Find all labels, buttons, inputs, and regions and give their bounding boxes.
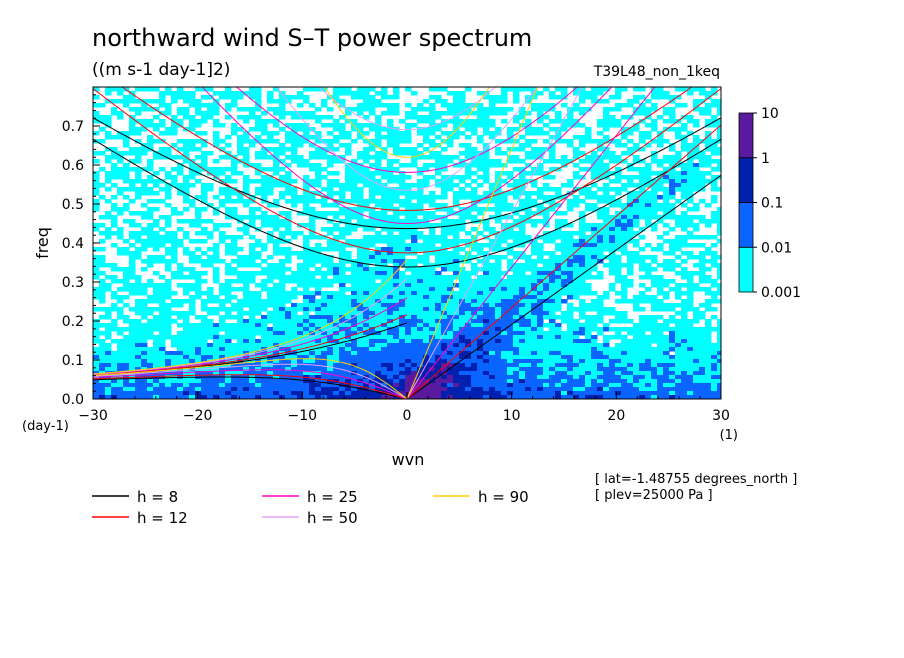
annotation-plev: [ plev=25000 Pa ] <box>595 488 713 503</box>
x-tick-label: 30 <box>712 408 730 424</box>
y-tick-label: 0.6 <box>62 158 84 174</box>
colorbar-label: 1 <box>761 151 770 167</box>
y-axis-label: freq <box>33 227 52 259</box>
y-tick-label: 0.1 <box>62 353 84 369</box>
colorbar-label: 0.001 <box>761 285 801 301</box>
colorbar-swatch <box>739 158 753 203</box>
y-tick-label: 0.3 <box>62 275 84 291</box>
annotation-lat: [ lat=-1.48755 degrees_north ] <box>595 472 797 487</box>
x-axis-label: wvn <box>392 450 425 469</box>
legend-label: h = 8 <box>137 488 178 506</box>
colorbar-label: 0.01 <box>761 240 792 256</box>
x-tick-label: −20 <box>183 408 213 424</box>
y-tick-label: 0.0 <box>62 392 84 408</box>
y-axis-unit: (day-1) <box>22 419 69 434</box>
x-axis-unit: (1) <box>720 428 738 443</box>
x-tick-label: −30 <box>78 408 108 424</box>
colorbar-swatch <box>739 113 753 158</box>
legend-label: h = 25 <box>307 488 358 506</box>
colorbar-label: 0.1 <box>761 196 783 212</box>
legend-label: h = 90 <box>478 488 529 506</box>
y-tick-label: 0.5 <box>62 197 84 213</box>
colorbar-swatch <box>739 203 753 248</box>
colorbar: 0.001 0.01 0.1 1 10 <box>739 106 801 301</box>
run-label: T39L48_non_1keq <box>593 64 720 80</box>
x-tick-label: 20 <box>607 408 625 424</box>
y-tick-label: 0.7 <box>62 119 84 135</box>
x-tick-label: −10 <box>288 408 318 424</box>
x-tick-label: 10 <box>503 408 521 424</box>
chart-subtitle: ((m s-1 day-1]2) <box>92 60 230 80</box>
legend-label: h = 12 <box>137 509 188 527</box>
y-tick-label: 0.2 <box>62 314 84 330</box>
legend-label: h = 50 <box>307 509 358 527</box>
colorbar-label: 10 <box>761 106 779 122</box>
legend: h = 8 h = 12 h = 25 h = 50 h = 90 <box>92 488 529 527</box>
y-tick-label: 0.4 <box>62 236 84 252</box>
chart-title: northward wind S–T power spectrum <box>92 24 532 52</box>
colorbar-swatch <box>739 247 753 292</box>
x-tick-label: 0 <box>403 408 412 424</box>
